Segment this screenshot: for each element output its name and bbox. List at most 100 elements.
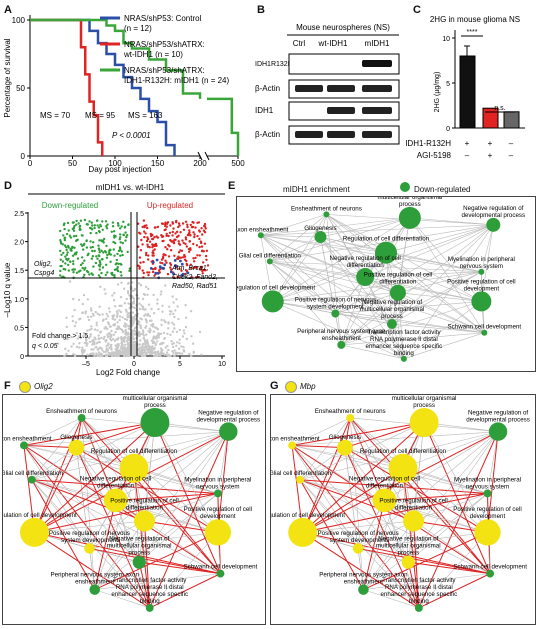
- legend-1-line2: (n = 12): [124, 24, 152, 33]
- network-node-label: Myelination in peripheral nervous system: [454, 477, 521, 491]
- network-node-label: Gliogenesis: [304, 225, 336, 232]
- network-node-label: Transcription factor activity RNA polymer…: [111, 577, 188, 605]
- survival-xtick: 150: [151, 159, 165, 168]
- network-node-label: Negative regulation of multicellular orga…: [360, 299, 425, 320]
- hg-row1-label: IDH1-R132H: [405, 139, 451, 148]
- network-node: [400, 355, 407, 362]
- panel-letter-f: F: [4, 380, 11, 392]
- western-blot: Mouse neurospheres (NS) Ctrl wt-IDH1 mID…: [255, 23, 400, 145]
- network-node: [213, 489, 222, 498]
- survival-series-line: [30, 18, 104, 156]
- hg-sig1: ****: [467, 29, 478, 36]
- volcano-xtick: –5: [82, 361, 90, 368]
- network-node: [77, 413, 86, 422]
- network-node: [314, 231, 327, 244]
- network-node: [133, 510, 156, 532]
- panel-letter-b: B: [257, 4, 265, 16]
- network-node: [216, 569, 225, 578]
- volcano-down: Down-regulated: [42, 201, 98, 210]
- wb-row-2: β-Actin: [255, 84, 280, 93]
- network-node: [89, 584, 100, 595]
- network-node: [140, 408, 170, 437]
- network-node-label: Negative regulation of developmental proc…: [196, 409, 260, 423]
- survival-xtick: 200: [193, 159, 207, 168]
- volcano-ytick: 0.5: [14, 325, 24, 332]
- hg-r1-s3: –: [509, 139, 514, 148]
- network-node-label: Regulation of cell development: [271, 512, 345, 519]
- volcano-right-genes-1: Atm, Brca1,: [171, 265, 209, 272]
- network-node: [358, 584, 369, 595]
- network-node-label: Negative regulation of cell differentiati…: [80, 475, 151, 489]
- network-node-label: Transcription factor activity RNA polymer…: [380, 577, 457, 605]
- hg-ytick: 5: [446, 81, 450, 88]
- network-node: [261, 290, 284, 313]
- network-node: [375, 241, 397, 264]
- legend-1-line1: NRAS/shP53: Control: [124, 14, 202, 23]
- network-node-label: Peripheral nervous system axon ensheathme…: [297, 328, 386, 342]
- hg-title: 2HG in mouse glioma NS: [430, 15, 520, 24]
- network-node-label: Peripheral nervous system axon ensheathme…: [51, 571, 140, 585]
- network-node: [488, 422, 508, 441]
- network-node: [471, 291, 492, 312]
- network-node: [20, 441, 28, 450]
- network-node-label: Regulation of cell development: [3, 512, 77, 519]
- network-node-label: Positive regulation of nervous system dev…: [318, 530, 399, 544]
- wb-row-1: IDH1R132H: [255, 61, 293, 68]
- hg-row2-label: AGI-5198: [417, 151, 452, 160]
- network-g: Ensheathment of neurons Axon ensheathment…: [260, 388, 530, 612]
- gene-mbp-dot: [285, 381, 297, 393]
- panel-letter-e: E: [228, 180, 236, 192]
- network-e: Ensheathment of neurons Axon ensheathment…: [230, 187, 525, 362]
- network-node-label: Gliogenesis: [60, 434, 92, 441]
- survival-series-line: [30, 18, 240, 156]
- network-node-label: Axon ensheathment: [237, 226, 289, 233]
- network-node-label: Axon ensheathment: [3, 435, 52, 442]
- network-node-label: Negative regulation of cell differentiati…: [349, 475, 420, 489]
- network-node: [401, 555, 415, 569]
- survival-ylabel: Percentage of survival: [3, 38, 12, 117]
- panel-letter-a: A: [4, 4, 12, 16]
- volcano-xtick: 5: [178, 361, 182, 368]
- volcano-q-note: q < 0.05: [32, 343, 58, 350]
- survival-chart: Percentage of survival 0 50 100 0 50 100 150 2…: [3, 14, 245, 174]
- network-node: [204, 519, 232, 546]
- network-node-label: Schwann cell development: [448, 324, 522, 331]
- network-node-label: Glial cell differentiation: [271, 470, 332, 477]
- network-node: [288, 441, 297, 450]
- network-node: [132, 555, 146, 569]
- wb-row-3: IDH1: [255, 106, 274, 115]
- wb-lane-ctrl: Ctrl: [293, 39, 306, 48]
- network-node-label: Positive regulation of cell development: [184, 506, 252, 520]
- volcano-plot: mIDH1 vs. wt-IDH1 Down-regulated Up-regu…: [3, 183, 226, 377]
- hg-r1-s1: +: [465, 139, 470, 148]
- survival-xlabel: Day post injection: [88, 165, 151, 174]
- network-node: [266, 258, 273, 265]
- wb-header: Mouse neurospheres (NS): [296, 23, 390, 32]
- volcano-ytick: 0: [20, 354, 24, 361]
- network-g-box: Ensheathment of neurons Axon ensheathment…: [260, 388, 536, 625]
- network-node-label: Negative regulation of multicellular orga…: [107, 536, 172, 557]
- survival-ytick: 100: [12, 16, 26, 25]
- network-node-label: Negative regulation of developmental proc…: [461, 205, 525, 219]
- network-node-label: Regulation of cell differentiation: [91, 448, 178, 455]
- network-node-label: Ensheathment of neurons: [46, 408, 117, 415]
- ms-red-label: MS = 70: [40, 111, 71, 120]
- hg-bar: [459, 55, 476, 129]
- ms-green-label: MS = 163: [128, 111, 163, 120]
- network-node-label: Positive regulation of cell development: [453, 506, 521, 520]
- volcano-xtick: 10: [218, 361, 226, 368]
- network-node: [119, 453, 149, 483]
- network-node: [478, 268, 485, 275]
- survival-xtick: 100: [108, 159, 122, 168]
- legend-2-line1: NRAS/shP53/shATRX:: [124, 40, 205, 49]
- network-node: [474, 519, 501, 546]
- network-node-label: Glial cell differentiation: [3, 470, 63, 477]
- network-node: [296, 475, 304, 484]
- network-node-label: Positive regulation of cell differentiati…: [379, 497, 447, 511]
- network-node-label: Schwann cell development: [184, 564, 258, 571]
- network-node: [352, 543, 364, 554]
- network-node-label: Schwann cell development: [453, 564, 527, 571]
- wb-lane-mut: mIDH1: [365, 39, 390, 48]
